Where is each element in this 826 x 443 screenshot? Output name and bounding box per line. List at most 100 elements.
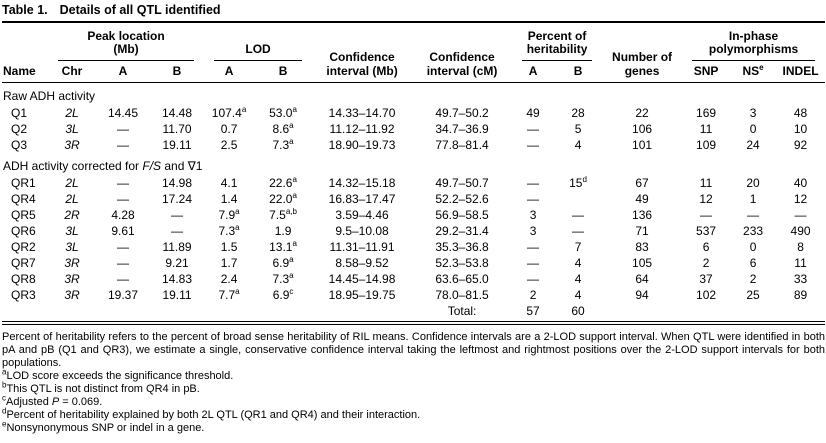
table-cell: 48 [793,106,808,121]
qtl-table: Name Peak location (Mb) LOD Confidence int… [2,23,826,319]
table-cell: 11.70 [162,122,192,137]
table-cell: — [117,176,129,191]
table-cell: — [572,208,585,223]
table-cell: 14.98 [162,176,193,191]
table-cell: 101 [632,138,653,153]
table-cell: 14.48 [162,106,193,121]
table-cell: 22.6a [269,175,297,191]
table-cell: 107.4a [211,105,247,121]
table-cell: 6.9a [272,255,294,271]
table-cell: 28 [571,106,585,121]
table-cell: — [527,176,540,191]
table-cell: 12 [793,192,808,207]
col-header-indel: INDEL [776,60,826,84]
table-cell: 19.37 [107,288,139,303]
table-cell: 3L [65,224,79,239]
total-cell [602,303,682,319]
table-cell: 17.24 [162,192,193,207]
table-cell: 25 [746,288,760,303]
table-cell: 29.2–31.4 [435,224,489,239]
table-cell: QR7 [11,256,36,271]
table-cell: 7.3a [272,137,294,153]
table-cell: 37 [699,272,713,287]
table-cell: 2L [65,176,79,191]
spanner-rule-lod [214,59,303,61]
table-row: QR8 3R — 14.83 2.4 7.3a 14.45–14.98 63.6–65.0 — 4… [2,271,825,287]
table-cell: 9.21 [165,256,189,271]
table-cell: 18.90–19.73 [328,138,396,153]
table-cell: 6.9c [272,287,294,303]
table-cell: — [171,208,184,223]
table-row: QR4 2L — 17.24 1.4 22.0a 16.83–17.47 52.2–52.6 —… [2,191,825,207]
table-cell: 34.7–36.9 [435,122,489,137]
table-cell: 71 [635,224,649,239]
table-title: Table 1. Details of all QTL identified [2,2,825,21]
table-cell: QR5 [11,208,36,223]
table-cell: 0 [749,122,757,137]
total-row: Total: 57 60 [2,303,825,319]
table-cell: 6 [749,256,757,271]
table-cell: 14.45 [107,106,139,121]
table-cell: 49.7–50.7 [435,176,489,191]
total-cell [776,303,825,319]
total-cell [150,303,204,319]
table-header: Name Peak location (Mb) LOD Confidence int… [2,23,826,84]
table-cell: — [794,208,807,223]
table-cell: QR6 [11,224,36,239]
table-cell: 2 [749,272,757,287]
table-cell: 4 [574,138,582,153]
table-cell: 7 [574,240,582,255]
table-cell: 49.7–50.2 [435,106,489,121]
table-row: QR3 3R 19.37 19.11 7.7a 6.9c 18.95–19.75 78.0–8… [2,287,825,303]
table-cell: 2R [64,208,80,223]
table-cell: 63.6–65.0 [435,272,489,287]
table-cell: — [527,192,540,207]
table-row: Q3 3R — 19.11 2.5 7.3a 18.90–19.73 77.8–81.4 — 4 1… [2,137,825,153]
table-bottom-rule [2,321,825,326]
table-row: QR7 3R — 9.21 1.7 6.9a 8.58–9.52 52.3–53.8 — 4 105… [2,255,825,271]
table-cell: 53.0a [269,105,297,121]
table-cell: — [117,240,129,255]
total-cell: Total: [447,304,477,319]
table-cell: 7.3a [272,271,294,287]
col-group-polymorphisms: In-phase polymorphisms [682,23,825,61]
table-cell: 1.9 [274,224,292,239]
table-cell: Q2 [11,122,28,137]
table-cell: Q3 [11,138,28,153]
col-group-lod: LOD [204,23,312,61]
table-cell: 49 [635,192,649,207]
col-header-snp: SNP [682,60,731,84]
section-header-row: Raw ADH activity [2,83,825,106]
table-cell: 7.7a [218,287,240,303]
table-cell: 67 [635,176,649,191]
table-cell: — [117,256,129,271]
table-cell: 2.5 [220,138,238,153]
table-cell: 4 [574,256,582,271]
table-cell: 78.0–81.5 [435,288,489,303]
col-header-lod-b: B [254,60,313,84]
table-cell: 2 [702,256,710,271]
table-cell: 94 [635,288,649,303]
table-cell: 22.0a [269,191,297,207]
table-cell: 8.6a [272,121,294,137]
table-cell: 233 [743,224,764,239]
col-header-genes: Number of genes [602,23,683,84]
col-header-peak-a: A [96,60,150,84]
table-cell: 89 [793,288,808,303]
table-cell: — [527,138,540,153]
total-cell [96,303,150,319]
table-cell: 14.83 [162,272,193,287]
table-cell: 0 [749,240,757,255]
table-cell: 11.89 [162,240,192,255]
table-cell: 5 [574,122,582,137]
footnotes: Percent of heritability refers to the pe… [2,331,825,435]
section-header: ADH activity corrected for F/S and ∇1 [3,159,203,174]
table-cell: 3R [64,138,80,153]
total-cell: 57 [526,304,540,319]
table-cell: — [117,192,129,207]
header-spanner-row: Name Peak location (Mb) LOD Confidence int… [2,23,825,84]
section-header-row: ADH activity corrected for F/S and ∇1 [2,153,825,175]
table-cell: 9.5–10.08 [335,224,389,239]
table-cell: QR1 [11,176,36,191]
table-top-rule [2,21,825,23]
